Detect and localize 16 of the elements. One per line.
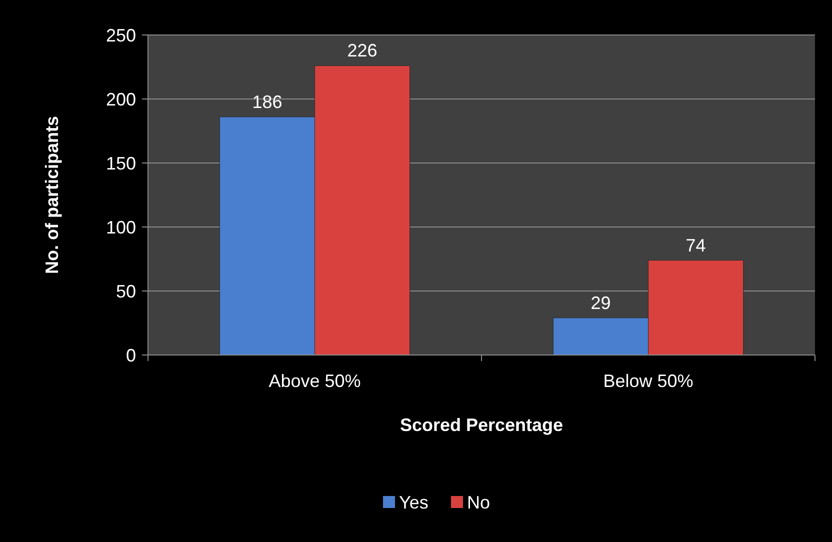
y-axis-title: No. of participants bbox=[42, 116, 62, 274]
data-label: 186 bbox=[252, 92, 282, 112]
y-tick-label: 250 bbox=[106, 25, 136, 46]
data-label: 29 bbox=[590, 292, 611, 313]
y-tick-label: 100 bbox=[106, 217, 136, 238]
legend-label: No bbox=[467, 492, 490, 512]
y-tick-label: 150 bbox=[106, 153, 136, 174]
y-tick-label: 0 bbox=[126, 345, 136, 366]
x-tick-label: Below 50% bbox=[603, 371, 694, 391]
data-label: 74 bbox=[686, 235, 706, 256]
y-tick-label: 50 bbox=[116, 281, 136, 302]
data-label: 226 bbox=[347, 40, 378, 61]
x-axis-title: Scored Percentage bbox=[400, 415, 564, 435]
legend-label: Yes bbox=[399, 492, 428, 512]
y-tick-label: 200 bbox=[106, 89, 136, 110]
x-tick-label: Above 50% bbox=[268, 371, 361, 391]
